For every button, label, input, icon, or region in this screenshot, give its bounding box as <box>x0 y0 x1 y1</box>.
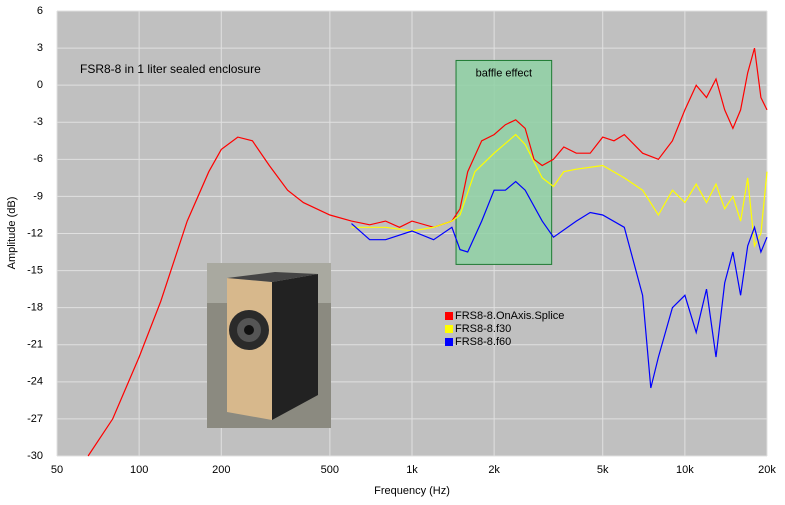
legend-swatch <box>445 338 453 346</box>
y-tick-label: -21 <box>27 339 43 351</box>
x-tick-label: 10k <box>676 464 694 476</box>
y-tick-label: -9 <box>33 190 43 202</box>
x-tick-label: 20k <box>758 464 776 476</box>
series-line <box>87 47 768 457</box>
x-tick-label: 5k <box>597 464 609 476</box>
y-tick-label: -27 <box>27 413 43 425</box>
grid <box>56 10 768 457</box>
y-tick-label: -30 <box>27 450 43 462</box>
y-tick-label: 0 <box>37 79 43 91</box>
y-tick-label: -15 <box>27 264 43 276</box>
y-tick-label: 3 <box>37 42 43 54</box>
photo <box>207 263 331 428</box>
x-tick-label: 500 <box>321 464 339 476</box>
y-axis-label: Amplitude (dB) <box>6 197 18 270</box>
y-tick-label: 6 <box>37 5 43 17</box>
lines-layer <box>87 47 768 457</box>
legend-swatch <box>445 325 453 333</box>
series-line <box>351 133 768 248</box>
y-tick-label: -6 <box>33 153 43 165</box>
x-tick-label: 50 <box>51 464 63 476</box>
x-axis-label: Frequency (Hz) <box>374 485 450 497</box>
legend-label: FRS8-8.f60 <box>455 336 511 348</box>
legend-swatch <box>445 312 453 320</box>
y-tick-label: -12 <box>27 227 43 239</box>
chart-title: FSR8-8 in 1 liter sealed enclosure <box>80 62 261 76</box>
x-tick-label: 1k <box>406 464 418 476</box>
region-label: baffle effect <box>476 67 532 79</box>
x-tick-label: 100 <box>130 464 148 476</box>
y-tick-label: -24 <box>27 376 43 388</box>
x-tick-label: 2k <box>488 464 500 476</box>
legend-label: FRS8-8.f30 <box>455 323 511 335</box>
y-tick-label: -18 <box>27 302 43 314</box>
y-tick-label: -3 <box>33 116 43 128</box>
x-tick-label: 200 <box>212 464 230 476</box>
legend-label: FRS8-8.OnAxis.Splice <box>455 310 564 322</box>
series-line <box>351 180 768 389</box>
